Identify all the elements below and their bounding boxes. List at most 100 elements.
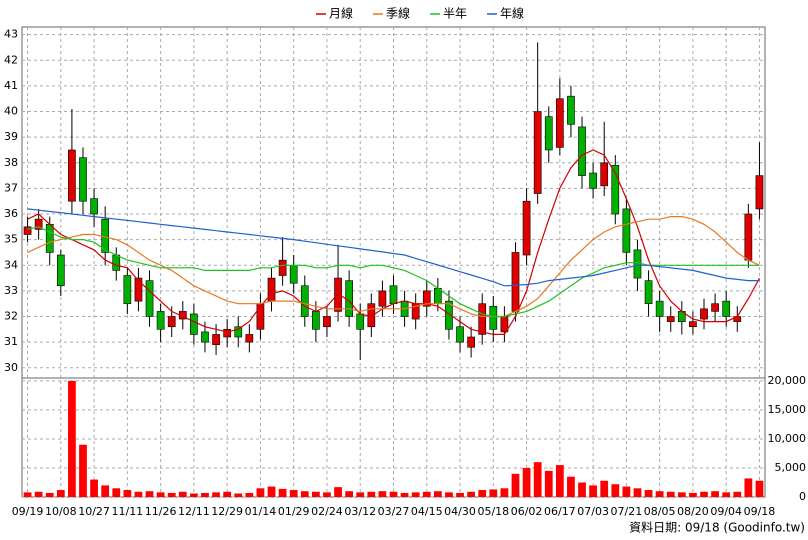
volume-bar <box>234 493 243 497</box>
volume-bar <box>345 491 354 497</box>
candle-body <box>201 331 209 343</box>
volume-bar <box>633 488 642 497</box>
volume-bar <box>589 485 597 497</box>
volume-bar <box>478 490 487 497</box>
x-tick-label: 06/17 <box>544 505 576 518</box>
ma-line <box>27 226 760 318</box>
volume-bar <box>112 488 121 497</box>
x-tick-label: 09/04 <box>710 505 742 518</box>
candle-body <box>578 126 586 176</box>
x-tick-label: 01/14 <box>245 505 277 518</box>
candle-body <box>112 254 121 271</box>
volume-bar <box>223 491 232 497</box>
candle-body <box>467 336 475 348</box>
volume-bar <box>445 492 453 497</box>
volume-bar <box>578 482 586 497</box>
x-tick-label: 07/03 <box>577 505 609 518</box>
volume-bar <box>711 491 719 497</box>
volume-bar <box>533 462 542 497</box>
x-tick-label: 02/24 <box>311 505 343 518</box>
candle-body <box>134 277 143 302</box>
volume-bar <box>123 490 132 497</box>
volume-bar <box>267 486 276 497</box>
volume-bar <box>190 493 198 497</box>
x-tick-label: 03/12 <box>344 505 376 518</box>
candle-body <box>90 198 98 215</box>
x-tick-label: 01/29 <box>278 505 310 518</box>
volume-bar <box>489 489 498 497</box>
x-tick-label: 08/05 <box>644 505 676 518</box>
x-tick-label: 06/02 <box>511 505 543 518</box>
candle-body <box>589 172 597 189</box>
candle-body <box>555 98 564 148</box>
candle-body <box>456 326 464 343</box>
y-tick-label: 36 <box>4 207 18 220</box>
candle-body <box>267 277 276 302</box>
candle-body <box>489 305 498 330</box>
ma-line <box>27 149 761 335</box>
candle-body <box>655 300 664 317</box>
volume-bar <box>156 492 165 497</box>
volume-bar <box>644 490 653 497</box>
candle-body <box>389 285 398 305</box>
candle-body <box>522 200 531 256</box>
candle-body <box>744 213 753 261</box>
volume-bar <box>422 491 431 497</box>
legend-label: 季線 <box>386 6 410 21</box>
volume-tick-label: 15,000 <box>768 403 807 416</box>
y-tick-label: 31 <box>4 335 18 348</box>
ma-line <box>27 208 760 287</box>
volume-bar <box>289 490 298 497</box>
volume-bar <box>212 492 220 497</box>
candle-body <box>689 321 697 328</box>
volume-bar <box>456 492 464 497</box>
x-tick-label: 10/08 <box>45 505 77 518</box>
candle-body <box>711 303 719 312</box>
volume-bar <box>733 491 742 497</box>
candle-body <box>212 334 220 345</box>
volume-bar <box>134 491 143 497</box>
volume-bar <box>245 492 254 497</box>
volume-bar <box>356 492 365 497</box>
ma-line <box>27 216 760 318</box>
candle-body <box>123 275 132 305</box>
volume-bar <box>378 491 387 497</box>
y-tick-label: 42 <box>4 53 18 66</box>
volume-bar <box>511 473 520 497</box>
volume-bar <box>744 478 753 497</box>
volume-bar <box>145 491 154 497</box>
volume-bar <box>411 492 420 497</box>
candle-body <box>167 316 176 328</box>
volume-bar <box>389 491 398 497</box>
x-tick-label: 11/11 <box>111 505 143 518</box>
y-tick-label: 30 <box>4 361 18 374</box>
x-tick-label: 04/30 <box>444 505 476 518</box>
candle-body <box>422 290 431 307</box>
source-note: 資料日期: 09/18 (Goodinfo.tw) <box>629 521 805 535</box>
candle-body <box>245 334 254 343</box>
candle-body <box>622 208 631 253</box>
candle-body <box>567 95 575 125</box>
volume-bar <box>544 470 553 497</box>
x-tick-label: 10/27 <box>78 505 110 518</box>
volume-bar <box>500 488 509 497</box>
candle-body <box>56 254 65 287</box>
volume-bar <box>655 491 664 497</box>
volume-bar <box>311 491 320 497</box>
candle-body <box>700 308 708 320</box>
candle-body <box>79 157 87 202</box>
volume-bar <box>689 492 697 497</box>
legend-label: 年線 <box>500 6 524 21</box>
y-tick-label: 39 <box>4 130 18 143</box>
candle-body <box>23 226 32 235</box>
candle-body <box>666 316 675 322</box>
volume-bar <box>167 492 176 497</box>
candle-body <box>289 264 298 284</box>
volume-bar <box>68 380 76 497</box>
x-tick-label: 07/21 <box>611 505 643 518</box>
candle-body <box>156 311 165 330</box>
candle-body <box>755 175 764 210</box>
candle-body <box>312 311 320 330</box>
volume-bar <box>600 480 609 497</box>
